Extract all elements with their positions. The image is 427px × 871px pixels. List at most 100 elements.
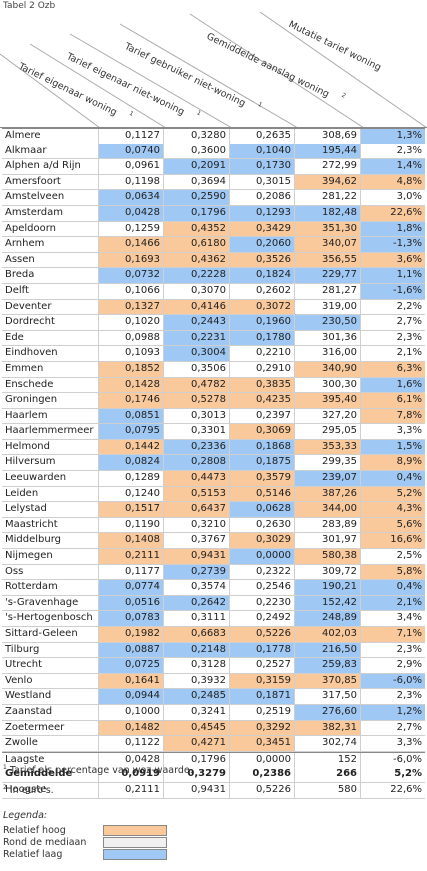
table-cell: 3,3% [361,424,425,439]
table-cell: 0,1852 [99,361,164,377]
footnote-1: 1 Tarief als percentage van woz-waarde. [3,764,193,777]
table-row: Assen 0,1693 0,4362 0,3526 356,55 3,6% [2,252,425,269]
table-cell: 0,2910 [230,361,295,377]
table-cell: 0,0795 [99,424,164,439]
table-row: Dordrecht 0,1020 0,2443 0,1960 230,50 2,7% [2,315,425,331]
table-cell: 0,0887 [99,642,164,658]
table-cell: 0,1066 [99,283,164,299]
table-cell: 0,0988 [99,330,164,346]
table-row: 's-Hertogenbosch 0,0783 0,3111 0,2492 248,89… [2,611,425,627]
table-cell: 356,55 [295,252,361,268]
table-cell: 2,7% [361,720,425,736]
table-row: Amersfoort 0,1198 0,3694 0,3015 394,62 4,8% [2,174,425,191]
summary-row: Hoogste 0,2111 0,9431 0,5226 580 22,6% [2,782,425,799]
table-cell: 2,3% [361,143,425,159]
table-cell: 0,3013 [164,408,230,424]
table-row: Sittard-Geleen 0,1982 0,6683 0,5226 402,03 7,… [2,627,425,643]
table-cell: 195,44 [295,143,361,159]
table-cell: 370,85 [295,673,361,689]
table-row: Deventer 0,1327 0,4146 0,3072 319,00 2,2% [2,299,425,316]
table-cell: 4,3% [361,502,425,517]
table-cell: 0,2739 [164,564,230,580]
row-label: Alphen a/d Rijn [2,159,99,174]
table-cell: 0,2630 [230,517,295,533]
table-row: Venlo 0,1641 0,3932 0,3159 370,85 -6,0% [2,673,425,690]
table-cell: 190,21 [295,580,361,595]
table-cell: 7,8% [361,408,425,424]
table-cell: 0,1293 [230,205,295,221]
table-cell: 0,2485 [164,689,230,704]
table-cell: 0,1982 [99,627,164,642]
table-cell: 0,2231 [164,330,230,346]
table-cell: 580,38 [295,549,361,564]
row-label: Hoogste [2,782,99,798]
data-table: Almere 0,1127 0,3280 0,2635 308,69 1,3% Alkmaa… [2,128,425,799]
table-cell: 0,2111 [99,549,164,564]
table-cell: 1,4% [361,159,425,174]
table-cell: 0,2210 [230,346,295,361]
row-label: 's-Gravenhage [2,595,99,611]
table-cell: 259,83 [295,658,361,673]
table-cell: 309,72 [295,564,361,580]
table-cell: 5,2% [361,767,425,782]
row-label: Deventer [2,299,99,315]
table-cell: 0,2111 [99,782,164,798]
table-cell: 2,7% [361,315,425,330]
table-cell: 276,60 [295,704,361,720]
table-cell: 0,2546 [230,580,295,595]
table-cell: 317,50 [295,689,361,704]
table-cell: 0,1517 [99,502,164,517]
table-cell: 0,2492 [230,611,295,626]
table-cell: 0,3579 [230,471,295,486]
table-cell: 2,3% [361,689,425,704]
table-cell: 0,3932 [164,673,230,689]
table-cell: 0,0428 [99,205,164,221]
table-cell: 0,4782 [164,377,230,393]
table-cell: 230,50 [295,315,361,330]
row-label: Leeuwarden [2,471,99,486]
table-cell: 0,3767 [164,533,230,549]
table-cell: 0,4% [361,580,425,595]
table-cell: 0,5153 [164,486,230,502]
table-cell: 0,3835 [230,377,295,393]
table-cell: 0,2086 [230,190,295,205]
table-cell: 239,07 [295,471,361,486]
table-cell: 22,6% [361,782,425,798]
table-cell: 0,0634 [99,190,164,205]
table-cell: 0,3301 [164,424,230,439]
legend-swatch-low [103,848,167,860]
table-cell: 0,1871 [230,689,295,704]
table-row: Alphen a/d Rijn 0,0961 0,2091 0,1730 272,99 1… [2,159,425,175]
table-cell: 0,2397 [230,408,295,424]
legend-swatch-high [103,824,167,836]
table-cell: 0,4146 [164,299,230,315]
table-row: Delft 0,1066 0,3070 0,2602 281,27 -1,6% [2,283,425,300]
table-cell: 0,1327 [99,299,164,315]
table-row: Lelystad 0,1517 0,6437 0,0628 344,00 4,3% [2,502,425,518]
table-cell: 0,3600 [164,143,230,159]
table-cell: 0,2322 [230,564,295,580]
table-cell: 0,0000 [230,549,295,564]
table-cell: 319,00 [295,299,361,315]
table-cell: 0,0919 [99,767,164,782]
table-cell: 0,0628 [230,502,295,517]
table-cell: 2,3% [361,330,425,346]
row-label: Venlo [2,673,99,689]
table-cell: 229,77 [295,268,361,283]
table-row: Haarlemmermeer 0,0795 0,3301 0,3069 295,05 3,… [2,424,425,440]
table-cell: 0,2443 [164,315,230,330]
table-cell: 0,0824 [99,455,164,471]
row-label: Dordrecht [2,315,99,330]
table-cell: 351,30 [295,221,361,237]
table-cell: 0,3694 [164,174,230,190]
table-cell: 3,0% [361,190,425,205]
table-cell: 6,3% [361,361,425,377]
table-cell: 22,6% [361,205,425,221]
row-label: Westland [2,689,99,704]
table-cell: 0,4545 [164,720,230,736]
table-cell: 0,1482 [99,720,164,736]
table-cell: -1,6% [361,283,425,299]
table-row: Arnhem 0,1466 0,6180 0,2060 340,07 -1,3% [2,237,425,253]
table-cell: 0,1428 [99,377,164,393]
table-cell: 8,9% [361,455,425,471]
